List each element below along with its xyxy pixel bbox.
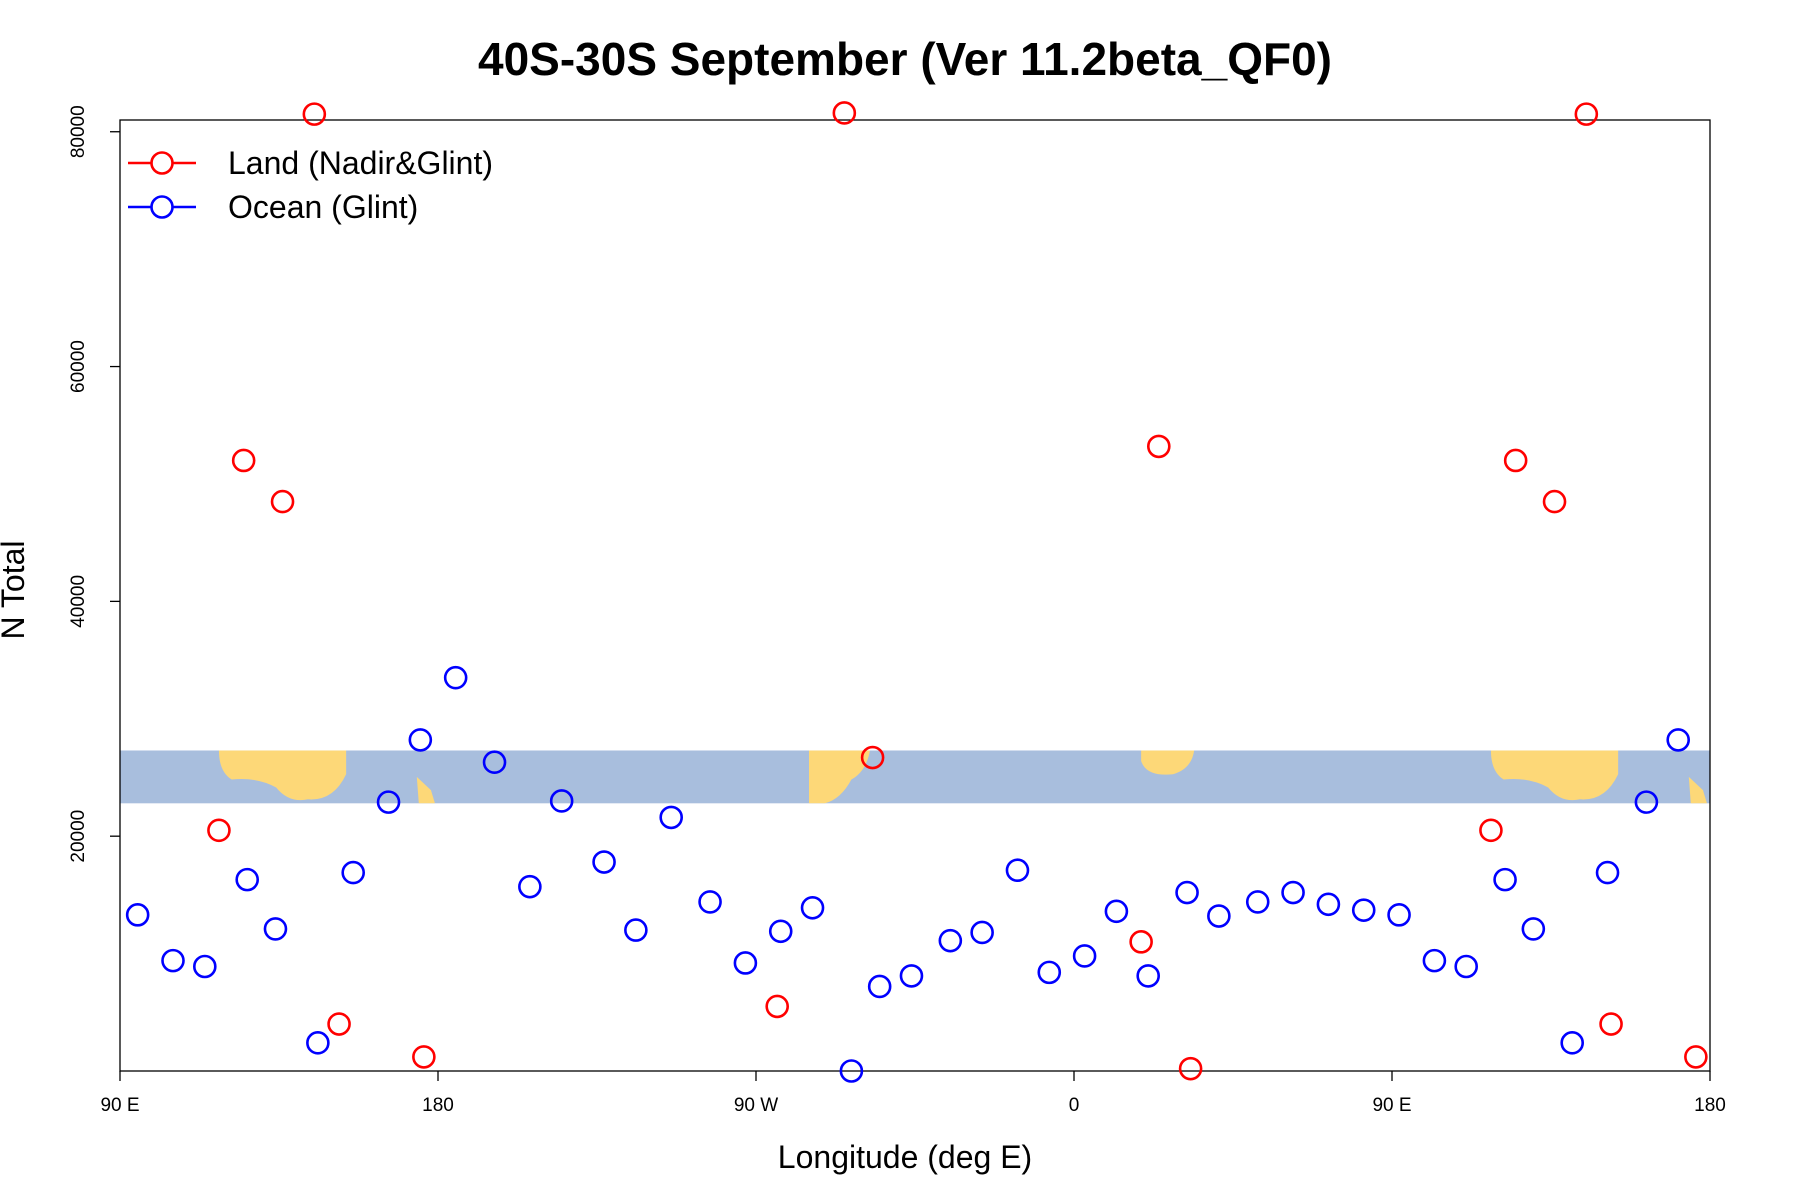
y-tick-label: 60000 bbox=[68, 340, 89, 393]
ocean-point bbox=[161, 948, 185, 973]
land-point bbox=[1599, 1012, 1623, 1036]
ocean-point bbox=[376, 790, 401, 814]
y-axis-label: N Total bbox=[0, 540, 31, 639]
land-point bbox=[1129, 930, 1153, 954]
legend-label: Ocean (Glint) bbox=[228, 189, 418, 225]
legend-marker bbox=[150, 151, 174, 175]
ocean-point bbox=[193, 954, 217, 979]
ocean-point bbox=[1104, 899, 1129, 924]
land-point bbox=[860, 745, 885, 770]
land-point bbox=[302, 102, 327, 126]
ocean-band bbox=[120, 750, 1710, 804]
ocean-point bbox=[1136, 964, 1160, 988]
ocean-point bbox=[518, 874, 542, 899]
chart-title: 40S-30S September (Ver 11.2beta_QF0) bbox=[478, 33, 1332, 85]
x-tick-label: 90 W bbox=[734, 1095, 778, 1116]
ocean-point bbox=[768, 919, 793, 944]
land-shape bbox=[1141, 750, 1195, 775]
ocean-point bbox=[408, 728, 433, 752]
legend: Land (Nadir&Glint) Ocean (Glint) bbox=[128, 145, 493, 225]
x-tick-label: 180 bbox=[422, 1095, 454, 1116]
ocean-point bbox=[482, 750, 507, 775]
land-shape bbox=[809, 750, 870, 804]
land-point bbox=[832, 101, 857, 125]
ocean-point bbox=[938, 928, 963, 953]
land-point bbox=[1503, 448, 1528, 473]
land-point bbox=[1479, 818, 1503, 843]
land-point bbox=[270, 489, 295, 514]
land-point bbox=[765, 994, 790, 1019]
ocean-point bbox=[263, 917, 288, 941]
ocean-point bbox=[970, 920, 994, 945]
ocean-point bbox=[125, 903, 150, 927]
land-point bbox=[1574, 102, 1599, 126]
land-point bbox=[412, 1045, 436, 1069]
x-axis-label: Longitude (deg E) bbox=[778, 1139, 1032, 1175]
ocean-point bbox=[1521, 917, 1546, 941]
ocean-point bbox=[1351, 898, 1376, 922]
ocean-point bbox=[1634, 790, 1659, 814]
ocean-point bbox=[1387, 903, 1411, 927]
land-shape bbox=[1688, 776, 1707, 804]
ocean-point bbox=[800, 896, 825, 920]
ocean-point bbox=[1245, 890, 1270, 914]
land-shape bbox=[416, 776, 435, 804]
land-point bbox=[1147, 434, 1171, 459]
x-tick-label: 90 E bbox=[100, 1095, 139, 1116]
land-shape bbox=[218, 750, 347, 801]
ocean-point bbox=[1281, 880, 1305, 905]
land-point bbox=[1684, 1045, 1708, 1069]
ocean-point bbox=[1666, 728, 1690, 752]
plot-frame bbox=[119, 119, 1711, 1072]
ocean-point bbox=[867, 974, 892, 999]
y-tick-label: 80000 bbox=[68, 105, 89, 158]
world-map-band bbox=[120, 750, 1710, 804]
ocean-point bbox=[341, 860, 366, 885]
land-point bbox=[1178, 1056, 1203, 1081]
ocean-point bbox=[1422, 948, 1447, 973]
x-tick-label: 0 bbox=[1069, 1095, 1080, 1116]
ocean-point bbox=[624, 918, 648, 942]
land-shape bbox=[1490, 750, 1619, 801]
y-tick-label: 40000 bbox=[68, 575, 89, 628]
ocean-point bbox=[1072, 944, 1097, 968]
ocean-point bbox=[1595, 860, 1620, 885]
x-tick-label: 180 bbox=[1694, 1095, 1726, 1116]
ocean-point bbox=[659, 805, 684, 830]
ocean-point bbox=[592, 850, 616, 874]
ocean-point bbox=[1493, 867, 1517, 892]
ocean-point bbox=[899, 964, 924, 988]
ocean-point bbox=[1454, 954, 1478, 979]
legend-label: Land (Nadir&Glint) bbox=[228, 145, 493, 181]
legend-marker bbox=[150, 195, 174, 219]
land-point bbox=[231, 448, 256, 473]
x-tick-label: 90 E bbox=[1372, 1095, 1411, 1116]
axes: 90 E 180 90 W 0 90 E 180 20000 40000 60000 80000 bbox=[68, 105, 1726, 1116]
ocean-point bbox=[1560, 1031, 1584, 1055]
ocean-point bbox=[235, 867, 259, 892]
ocean-point bbox=[1175, 880, 1199, 905]
land-point bbox=[207, 818, 231, 843]
ocean-point bbox=[733, 951, 758, 975]
ocean-point bbox=[1037, 960, 1062, 985]
ocean-point bbox=[698, 890, 722, 914]
ocean-point bbox=[839, 1059, 864, 1083]
land-point bbox=[327, 1012, 351, 1036]
ocean-point bbox=[1316, 892, 1341, 917]
ocean-point bbox=[549, 789, 574, 813]
ocean-point bbox=[306, 1031, 330, 1055]
land-point bbox=[1542, 489, 1567, 514]
y-tick-label: 20000 bbox=[68, 810, 89, 863]
ocean-point bbox=[1207, 904, 1231, 928]
ocean-point bbox=[443, 665, 468, 690]
data-points bbox=[125, 101, 1708, 1083]
ocean-point bbox=[1005, 858, 1030, 883]
